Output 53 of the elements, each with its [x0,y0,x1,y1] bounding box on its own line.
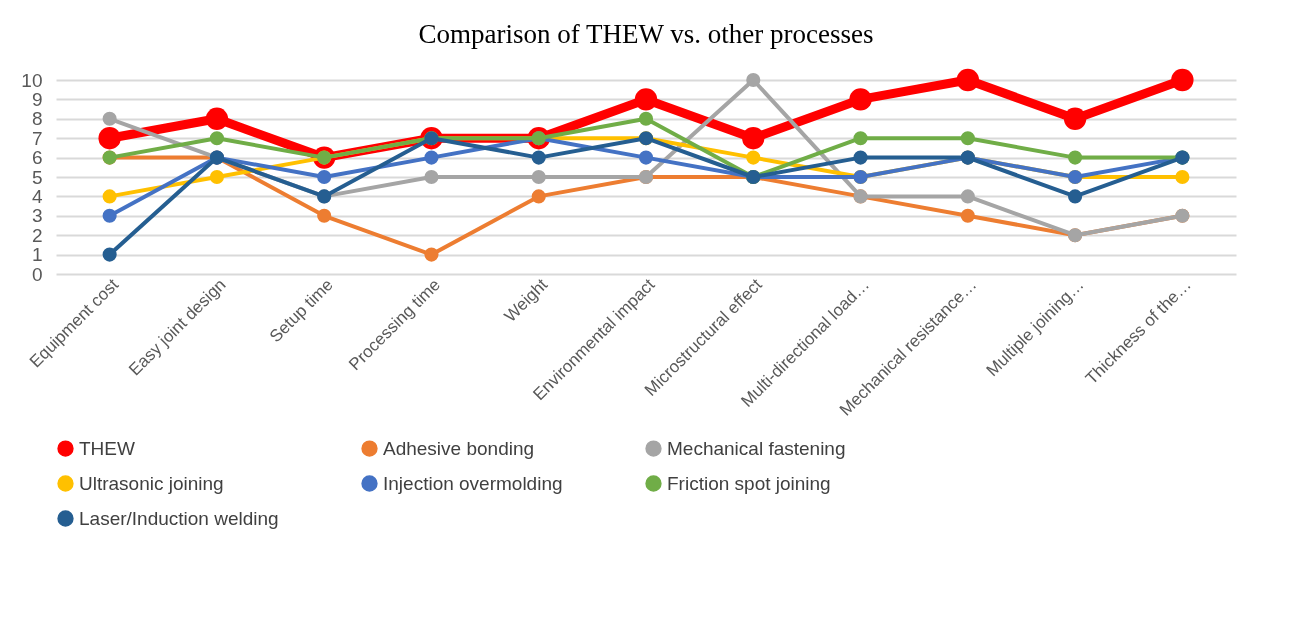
point [853,150,868,165]
point [424,150,439,165]
legend-label: Mechanical fastening [667,437,846,459]
point [209,131,224,146]
legend-label: Injection overmolding [383,472,563,494]
point [317,208,332,223]
point [960,189,975,204]
point [742,127,765,150]
y-tick-label: 5 [31,166,43,188]
point [853,131,868,146]
point [1171,68,1194,92]
y-tick-label: 3 [31,205,43,227]
point [531,169,546,185]
point [634,88,658,111]
legend-label: THEW [79,437,135,459]
y-tick-label: 9 [31,88,43,110]
legend-label: Adhesive bonding [383,437,535,459]
point [1068,150,1083,165]
point [746,72,761,88]
y-tick-label: 4 [31,185,43,207]
point [102,111,117,126]
y-tick-label: 1 [31,244,43,266]
y-tick-label: 0 [31,263,43,285]
point [960,208,975,223]
point [102,189,117,204]
point [960,131,975,146]
point [1175,169,1190,185]
point [317,169,332,185]
y-tick-label: 2 [31,224,43,246]
point [849,88,872,111]
chart-title: Comparison of THEW vs. other processes [418,18,874,49]
y-tick-label: 6 [31,147,43,169]
point [102,247,117,262]
point [424,169,439,185]
point [98,127,121,150]
point [956,68,979,92]
legend-label: Ultrasonic joining [79,472,224,494]
legend-label: Laser/Induction welding [79,507,279,529]
point [1068,189,1083,204]
point [638,111,654,126]
point [1063,107,1087,130]
point [746,150,761,165]
point [205,107,229,130]
y-tick-label: 7 [31,127,43,149]
point [209,169,224,185]
point [531,189,546,204]
point [638,150,654,165]
y-tick-label: 10 [21,69,43,91]
legend-label: Friction spot joining [667,472,831,494]
y-tick-label: 8 [31,108,43,130]
point [102,208,117,223]
point [424,247,439,262]
point [531,150,546,165]
